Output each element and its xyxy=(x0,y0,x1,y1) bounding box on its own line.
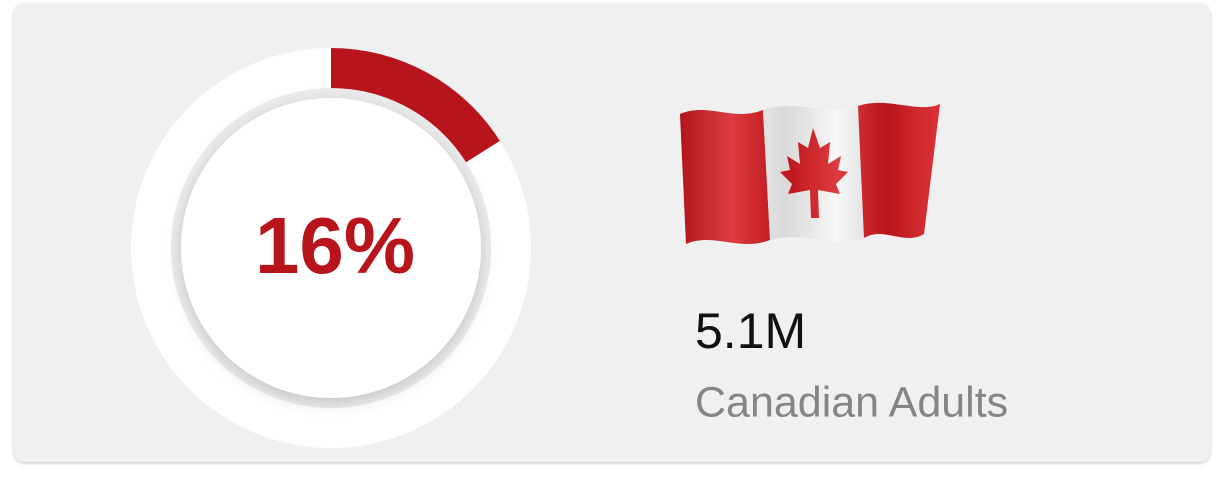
gauge: 16% xyxy=(131,48,531,448)
flag xyxy=(680,103,940,244)
card: 16% 5.1M Canadian Adults xyxy=(0,0,1220,481)
stat-value: 5.1M xyxy=(695,303,806,359)
gauge-value-label: 16% xyxy=(255,201,415,290)
stat-caption: Canadian Adults xyxy=(695,378,1008,426)
